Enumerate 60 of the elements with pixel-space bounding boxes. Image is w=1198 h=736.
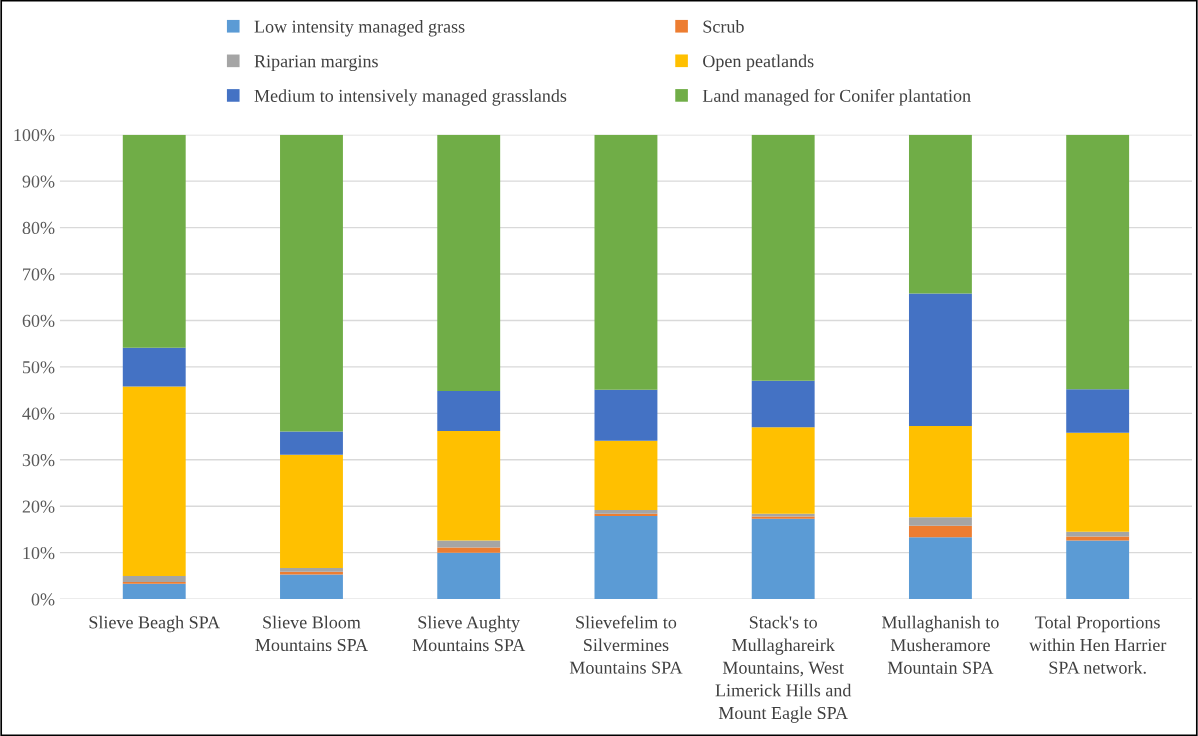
legend-label: Open peatlands bbox=[703, 54, 814, 71]
y-tick-label: 10% bbox=[23, 546, 55, 560]
x-tick-label: Total Proportions within Hen Harrier SPA network. bbox=[1029, 615, 1167, 674]
bar bbox=[1066, 536, 1130, 541]
legend-label: Medium to intensively managed grasslands bbox=[254, 89, 567, 106]
bar bbox=[437, 391, 501, 431]
bar bbox=[594, 515, 658, 600]
legend-label: Scrub bbox=[703, 20, 744, 33]
bar bbox=[280, 134, 343, 432]
bar bbox=[908, 293, 972, 426]
bar bbox=[751, 134, 815, 381]
bar bbox=[280, 567, 343, 572]
bar bbox=[122, 386, 186, 576]
bar bbox=[908, 425, 972, 518]
bar bbox=[1066, 540, 1130, 600]
y-tick-label: 100% bbox=[14, 128, 55, 142]
bar bbox=[437, 547, 501, 553]
bar bbox=[122, 583, 186, 600]
bar bbox=[1066, 134, 1130, 390]
bar bbox=[437, 134, 501, 392]
legend-label: Low intensity managed grass bbox=[254, 20, 465, 37]
bar bbox=[908, 525, 972, 538]
bar bbox=[751, 427, 815, 514]
y-tick-label: 30% bbox=[22, 454, 55, 467]
bar bbox=[1066, 389, 1130, 433]
y-tick-label: 60% bbox=[22, 314, 55, 327]
bar bbox=[437, 552, 501, 600]
y-tick-label: 90% bbox=[22, 175, 55, 188]
y-tick-label: 40% bbox=[22, 407, 55, 420]
y-tick-label: 80% bbox=[22, 221, 55, 235]
bar bbox=[280, 454, 343, 568]
bar bbox=[594, 509, 658, 514]
bar bbox=[122, 347, 186, 387]
bar bbox=[908, 517, 972, 526]
bar bbox=[751, 518, 815, 600]
x-tick-label: Slieve Beagh SPA bbox=[89, 615, 220, 633]
bar bbox=[437, 430, 501, 541]
y-tick-label: 0% bbox=[31, 593, 55, 606]
x-tick-label: Slieve Bloom Mountains SPA bbox=[255, 615, 368, 652]
y-tick-label: 70% bbox=[23, 268, 55, 281]
bar bbox=[594, 440, 658, 510]
x-tick-label: Slievefelim to Silvermines Mountains SPA bbox=[569, 615, 683, 674]
x-tick-label: Stack's to Mullaghareirk Mountains, West Limerick Hills and Mount Eagle SPA bbox=[715, 615, 852, 723]
bar bbox=[908, 537, 972, 600]
y-tick-label: 50% bbox=[22, 361, 55, 374]
y-tick-label: 20% bbox=[22, 500, 55, 513]
bar bbox=[437, 540, 501, 548]
bar bbox=[594, 389, 658, 441]
bar bbox=[122, 575, 186, 582]
legend-label: Riparian margins bbox=[254, 55, 378, 72]
bar bbox=[280, 431, 343, 455]
bar bbox=[122, 134, 186, 348]
bar bbox=[908, 134, 972, 294]
x-tick-label: Mullaghanish to Musheramore Mountain SPA bbox=[882, 615, 999, 674]
x-tick-label: Slieve Aughty Mountains SPA bbox=[412, 615, 526, 652]
bar bbox=[751, 380, 815, 428]
bar bbox=[1066, 432, 1130, 532]
bar bbox=[280, 574, 343, 600]
bar bbox=[594, 134, 658, 390]
legend-label: Land managed for Conifer plantation bbox=[702, 89, 971, 106]
